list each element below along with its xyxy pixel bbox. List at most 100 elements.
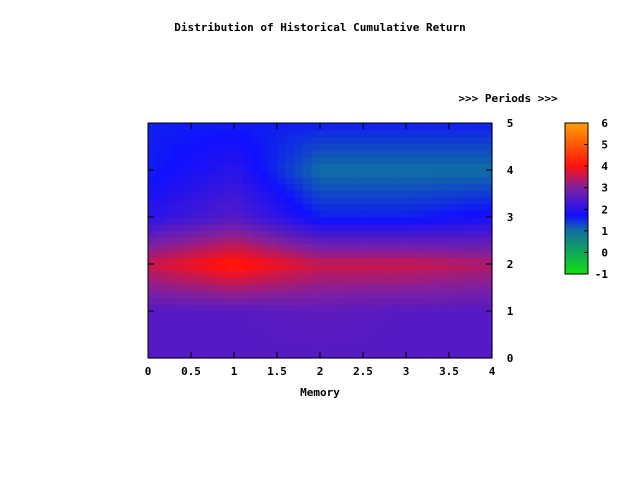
- heatmap-cell: [388, 264, 398, 272]
- heatmap-cell: [311, 317, 321, 326]
- x-tick-label: 3: [403, 365, 410, 378]
- heatmap-cell: [440, 183, 450, 191]
- heatmap-cell: [466, 284, 476, 292]
- heatmap-cell: [302, 311, 312, 319]
- heatmap-cell: [285, 337, 295, 346]
- heatmap-cell: [328, 317, 338, 326]
- heatmap-cell: [388, 331, 398, 339]
- heatmap-cell: [431, 257, 441, 265]
- heatmap-cell: [380, 170, 390, 178]
- heatmap-cell: [449, 170, 459, 178]
- heatmap-cell: [285, 243, 295, 252]
- heatmap-cell: [259, 277, 269, 285]
- heatmap-cell: [337, 163, 347, 171]
- heatmap-cell: [234, 284, 244, 292]
- heatmap-cell: [173, 304, 183, 312]
- heatmap-cell: [466, 331, 476, 339]
- heatmap-cell: [328, 277, 338, 285]
- heatmap-cell: [380, 163, 390, 171]
- heatmap-cell: [363, 324, 373, 332]
- heatmap-cell: [165, 324, 175, 332]
- heatmap-cell: [173, 123, 183, 131]
- heatmap-cell: [371, 331, 381, 339]
- heatmap-cell: [242, 143, 252, 151]
- heatmap-cell: [251, 284, 261, 292]
- heatmap-cell: [354, 176, 364, 185]
- heatmap-cell: [354, 196, 364, 205]
- heatmap-cell: [302, 183, 312, 191]
- heatmap-cell: [208, 290, 218, 299]
- heatmap-cell: [414, 223, 424, 232]
- heatmap-cell: [474, 149, 484, 158]
- heatmap-cell: [337, 277, 347, 285]
- heatmap-cell: [354, 317, 364, 326]
- heatmap-cell: [388, 243, 398, 252]
- heatmap-cell: [148, 270, 158, 279]
- x-tick-label: 2: [317, 365, 324, 378]
- heatmap-cell: [268, 170, 278, 178]
- heatmap-cell: [173, 297, 183, 305]
- heatmap-cell: [440, 129, 450, 138]
- heatmap-cell: [277, 277, 287, 285]
- heatmap-cell: [268, 183, 278, 191]
- heatmap-cell: [414, 311, 424, 319]
- heatmap-cell: [320, 163, 330, 171]
- heatmap-cell: [363, 163, 373, 171]
- heatmap-cell: [474, 203, 484, 211]
- heatmap-cell: [165, 237, 175, 245]
- heatmap-cell: [216, 129, 226, 138]
- heatmap-cell: [208, 270, 218, 279]
- heatmap-cell: [173, 129, 183, 138]
- heatmap-cell: [302, 237, 312, 245]
- heatmap-cell: [225, 250, 235, 258]
- heatmap-cell: [474, 156, 484, 164]
- heatmap-cell: [371, 304, 381, 312]
- heatmap-cell: [234, 129, 244, 138]
- heatmap-cell: [302, 351, 312, 359]
- heatmap-cell: [259, 183, 269, 191]
- heatmap-cell: [294, 311, 304, 319]
- heatmap-cell: [337, 123, 347, 131]
- heatmap-cell: [320, 324, 330, 332]
- heatmap-cell: [380, 149, 390, 158]
- heatmap-cell: [156, 270, 166, 279]
- heatmap-cell: [466, 170, 476, 178]
- heatmap-cell: [354, 250, 364, 258]
- heatmap-cell: [199, 196, 209, 205]
- heatmap-cell: [328, 123, 338, 131]
- y-axis-ticks: 0 1 2 3 4 5: [148, 117, 514, 365]
- heatmap-cell: [423, 270, 433, 279]
- heatmap-cell: [388, 210, 398, 218]
- heatmap-cell: [225, 344, 235, 352]
- heatmap-cell: [165, 337, 175, 346]
- heatmap-cell: [148, 176, 158, 185]
- heatmap-cell: [363, 223, 373, 232]
- heatmap-cell: [397, 297, 407, 305]
- heatmap-cell: [259, 264, 269, 272]
- heatmap-cell: [208, 344, 218, 352]
- heatmap-cell: [234, 143, 244, 151]
- heatmap-cell: [268, 257, 278, 265]
- heatmap-cell: [156, 351, 166, 359]
- heatmap-cell: [156, 290, 166, 299]
- heatmap-cell: [466, 156, 476, 164]
- heatmap-cell: [285, 284, 295, 292]
- heatmap-cell: [173, 136, 183, 144]
- heatmap-cell: [173, 324, 183, 332]
- heatmap-cell: [431, 123, 441, 131]
- heatmap-cell: [191, 344, 201, 352]
- heatmap-cell: [277, 149, 287, 158]
- heatmap-cell: [466, 264, 476, 272]
- heatmap-cell: [216, 337, 226, 346]
- heatmap-cell: [337, 304, 347, 312]
- heatmap-cell: [268, 304, 278, 312]
- heatmap-cell: [423, 129, 433, 138]
- heatmap-cell: [354, 223, 364, 232]
- heatmap-cell: [294, 217, 304, 225]
- heatmap-cell: [363, 264, 373, 272]
- heatmap-cell: [208, 210, 218, 218]
- heatmap-cell: [337, 203, 347, 211]
- heatmap-cell: [449, 237, 459, 245]
- heatmap-cell: [320, 143, 330, 151]
- heatmap-cell: [337, 196, 347, 205]
